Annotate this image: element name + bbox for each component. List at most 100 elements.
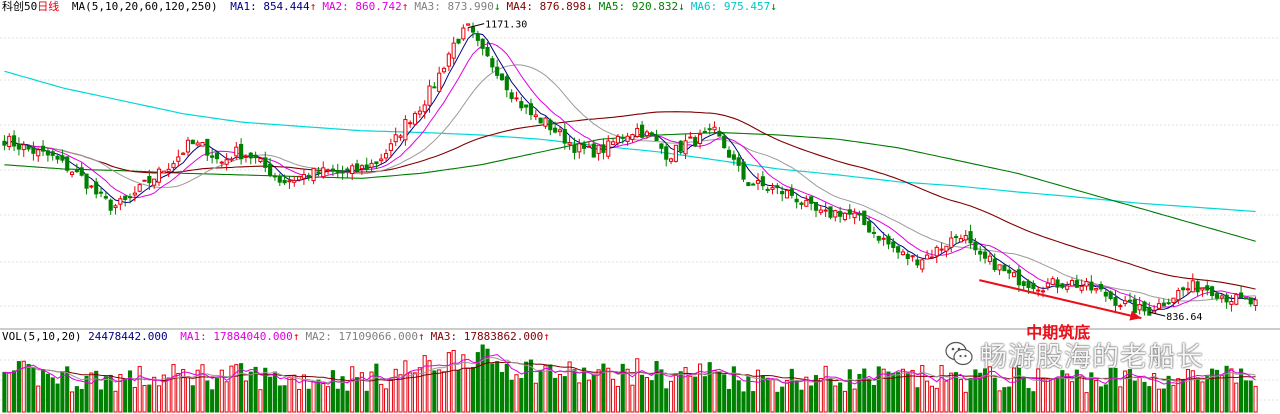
candle-body	[277, 176, 282, 183]
candle-body	[369, 162, 374, 168]
volume-bar	[591, 374, 596, 413]
volume-bar	[1156, 388, 1162, 413]
volume-bar	[867, 378, 872, 413]
volume-bar	[408, 372, 413, 413]
volume-bar	[920, 365, 925, 413]
volume-bar	[326, 386, 331, 413]
volume-bar	[1181, 379, 1186, 413]
volume-bar	[166, 377, 171, 413]
candle-body	[881, 237, 886, 240]
candle-body	[364, 164, 369, 170]
ma-item-arrow-4: ↓	[586, 0, 593, 13]
candle-body	[1161, 302, 1166, 307]
candle-body	[253, 154, 258, 159]
candle-body	[1036, 289, 1041, 292]
candle-body	[1156, 303, 1162, 309]
candle-body	[562, 128, 567, 144]
candle-body	[630, 134, 635, 140]
volume-bar	[2, 371, 7, 413]
candle-body	[1094, 288, 1099, 291]
ma4-line	[4, 111, 1256, 290]
candle-body	[678, 140, 683, 152]
volume-bar	[1229, 368, 1234, 413]
low-label-leader	[1149, 311, 1166, 317]
candle-body	[944, 245, 949, 252]
candle-body	[69, 171, 75, 175]
volume-bar	[171, 364, 176, 413]
vol-ma3-line	[4, 361, 1256, 382]
candle-body	[224, 159, 229, 165]
volume-bar	[770, 378, 775, 413]
volume-bar	[673, 373, 678, 413]
volume-bar	[1016, 365, 1021, 413]
volume-bar	[243, 380, 249, 413]
candle-body	[1190, 280, 1195, 293]
candle-body	[707, 128, 712, 131]
volume-bar	[26, 363, 31, 413]
volume-bar	[282, 385, 287, 413]
candle-body	[920, 259, 925, 270]
ma-item-5: MA5: 920.832↓	[598, 0, 685, 13]
volume-bar	[557, 373, 563, 413]
candle-body	[2, 140, 7, 146]
candle-body	[335, 169, 340, 173]
volume-bar	[1239, 368, 1244, 413]
volume-bar	[470, 366, 476, 413]
candle-body	[640, 124, 645, 138]
volume-bar	[582, 367, 587, 413]
volume-bar	[50, 377, 55, 413]
volume-bar	[475, 352, 480, 413]
ma-item-arrow-2: ↑	[401, 0, 409, 13]
candle-body	[910, 255, 915, 258]
volume-bar	[741, 391, 746, 413]
volume-bar	[702, 376, 707, 413]
volume-bar	[393, 368, 398, 413]
volume-bar	[1214, 369, 1220, 413]
vol-ma-item-arrow-1: ↑	[292, 330, 300, 343]
volume-bar	[707, 362, 712, 413]
candle-body	[74, 169, 79, 173]
volume-bar	[780, 386, 785, 413]
volume-bar	[543, 365, 548, 413]
volume-bar	[490, 363, 495, 413]
volume-bar	[485, 348, 490, 413]
volume-bar	[1152, 373, 1157, 413]
trend-arrow-head	[1129, 310, 1142, 321]
candle-body	[958, 238, 963, 243]
ma6-line	[4, 70, 1256, 213]
candle-body	[422, 104, 427, 113]
candle-body	[543, 117, 548, 127]
candle-body	[683, 140, 688, 155]
candle-body	[900, 251, 906, 256]
volume-bar	[1074, 369, 1079, 413]
volume-bar	[514, 374, 519, 413]
volume-bar	[306, 388, 311, 413]
candle-body	[949, 237, 954, 248]
candle-body	[789, 188, 794, 196]
candle-body	[524, 104, 529, 108]
candle-body	[1084, 281, 1089, 287]
candle-body	[934, 246, 939, 257]
volume-bar	[417, 367, 422, 413]
candle-body	[538, 117, 543, 124]
volume-bar	[31, 367, 36, 413]
volume-bar	[649, 380, 654, 413]
volume-bar	[74, 386, 79, 413]
volume-bar	[137, 366, 142, 413]
volume-bar	[683, 367, 688, 413]
candle-body	[1021, 281, 1026, 286]
candle-body	[16, 143, 21, 150]
candle-body	[760, 176, 765, 187]
candle-body	[828, 206, 833, 218]
volume-bar	[123, 378, 128, 413]
volume-bar	[214, 378, 220, 413]
candle-body	[152, 178, 157, 186]
volume-bar	[891, 372, 896, 413]
volume-bar	[466, 367, 471, 413]
volume-bar	[132, 386, 137, 413]
candle-body	[823, 209, 828, 212]
candle-body	[1147, 306, 1152, 316]
candle-body	[659, 143, 664, 149]
volume-bar	[60, 371, 65, 413]
candle-body	[21, 144, 26, 151]
